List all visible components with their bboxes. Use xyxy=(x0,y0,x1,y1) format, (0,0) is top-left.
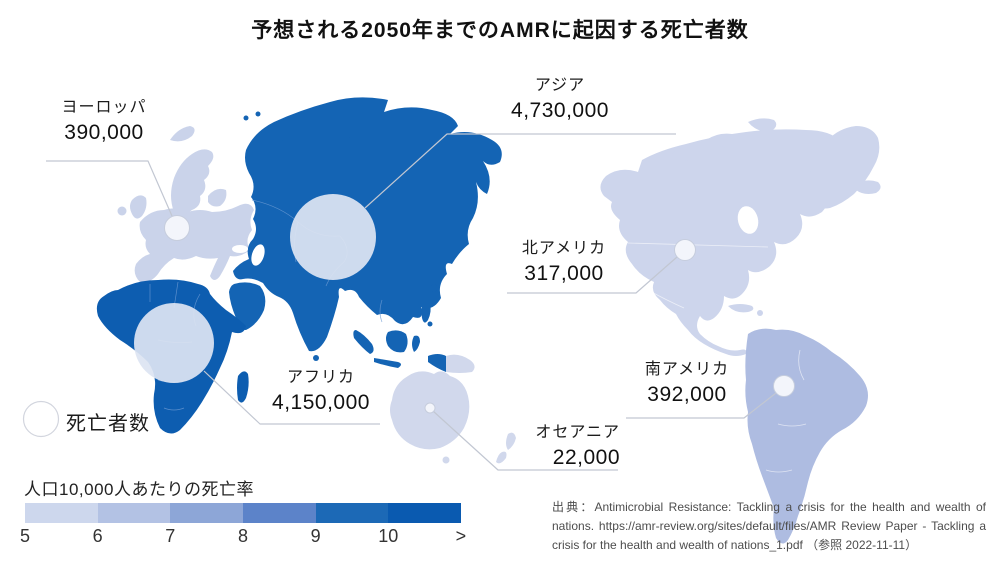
arctic-isle-1 xyxy=(243,115,249,121)
leader-africa xyxy=(203,370,380,425)
callout-africa: アフリカ 4,150,000 xyxy=(260,368,382,416)
death-bubbles xyxy=(134,194,795,414)
bubble-south-america xyxy=(773,375,795,397)
region-label: アフリカ xyxy=(286,369,355,386)
region-europe xyxy=(117,126,254,283)
source-line: crisis for the health and wealth of nati… xyxy=(552,538,918,553)
leader-asia xyxy=(364,133,676,209)
leader-oceania xyxy=(432,410,618,471)
svalbard xyxy=(170,126,195,142)
new-zealand-north xyxy=(506,432,516,450)
bubble-europe xyxy=(164,215,190,241)
region-oceania xyxy=(390,354,516,464)
colorbar-tick: 7 xyxy=(165,526,176,546)
region-value: 317,000 xyxy=(524,261,604,285)
region-label: アジア xyxy=(534,77,586,94)
borneo xyxy=(386,330,408,353)
colorbar-segment xyxy=(243,503,316,523)
region-value: 22,000 xyxy=(552,445,620,469)
region-value: 4,150,000 xyxy=(272,390,370,414)
great-britain xyxy=(130,195,147,219)
arabian-peninsula xyxy=(229,282,266,330)
west-new-guinea xyxy=(428,354,446,372)
novaya-zemlya xyxy=(254,139,284,171)
region-label: ヨーロッパ xyxy=(61,99,147,116)
black-sea xyxy=(232,245,248,253)
ireland xyxy=(117,206,127,216)
leader-south-america xyxy=(626,392,777,419)
region-label: オセアニア xyxy=(535,424,620,441)
colorbar-tick: > xyxy=(455,526,467,546)
colorbar-segment xyxy=(388,503,462,523)
bubble-africa xyxy=(134,303,214,383)
greenland xyxy=(808,126,880,209)
colorbar-tick: 9 xyxy=(310,526,321,546)
sumatra xyxy=(353,330,374,354)
bubble-legend-label: 死亡者数 xyxy=(66,413,150,435)
callout-north-america: 北アメリカ 317,000 xyxy=(503,239,625,287)
callout-asia: アジア 4,730,000 xyxy=(478,76,642,124)
bubble-oceania xyxy=(424,402,436,414)
taiwan xyxy=(431,284,437,292)
colorbar-segment xyxy=(25,503,98,523)
colorbar-segment xyxy=(315,503,389,523)
source-line: 出典：Antimicrobial Resistance: Tackling a … xyxy=(552,500,986,514)
source-line: nations. https://amr-review.org/sites/de… xyxy=(552,519,986,534)
region-value: 390,000 xyxy=(64,120,144,144)
tasmania xyxy=(442,456,450,464)
leader-north-america xyxy=(507,256,678,294)
region-value: 392,000 xyxy=(647,382,727,406)
callout-europe: ヨーロッパ 390,000 xyxy=(43,98,165,146)
colorbar-segment xyxy=(170,503,244,523)
sulawesi xyxy=(412,335,420,352)
java xyxy=(374,358,401,368)
callout-lines xyxy=(46,133,777,471)
arctic-islands xyxy=(668,118,777,161)
region-label: 北アメリカ xyxy=(521,240,607,257)
new-zealand-south xyxy=(496,451,507,464)
arctic-isle-2 xyxy=(255,111,261,117)
cuba xyxy=(728,304,754,313)
hudson-bay xyxy=(737,206,759,234)
colorbar-segment xyxy=(97,503,171,523)
page-title: 予想される2050年までのAMRに起因する死亡者数 xyxy=(251,19,749,42)
colorbar xyxy=(25,503,462,523)
iceland xyxy=(856,180,881,194)
severnaya-zemlya xyxy=(334,124,355,139)
scandinavia xyxy=(171,149,214,215)
japan xyxy=(440,199,458,250)
north-america-mainland xyxy=(600,129,848,356)
hispaniola xyxy=(757,310,763,316)
leader-europe xyxy=(46,160,173,217)
caspian-sea xyxy=(251,244,265,266)
region-value: 4,730,000 xyxy=(511,98,609,122)
source-citation: 出典：Antimicrobial Resistance: Tackling a … xyxy=(552,498,986,556)
callout-oceania: オセアニア 22,000 xyxy=(500,423,620,471)
region-label: 南アメリカ xyxy=(644,361,730,378)
madagascar xyxy=(237,371,249,403)
colorbar-ticks: 5 6 7 8 9 10 > xyxy=(15,526,471,547)
arctic-isle-3 xyxy=(359,127,365,133)
bubble-asia xyxy=(290,194,376,280)
papua-new-guinea xyxy=(446,354,475,373)
region-north-america xyxy=(600,118,881,356)
colorbar-tick: 6 xyxy=(92,526,103,546)
colorbar-tick: 10 xyxy=(378,526,399,546)
bubble-north-america xyxy=(674,239,696,261)
europe-mainland xyxy=(134,203,254,283)
finland xyxy=(208,188,227,207)
mindanao xyxy=(427,321,433,327)
colorbar-tick: 8 xyxy=(237,526,248,546)
colorbar-label: 人口10,000人あたりの死亡率 xyxy=(24,480,254,499)
legend-bubble-icon xyxy=(22,400,60,438)
colorbar-tick: 5 xyxy=(19,526,30,546)
philippines xyxy=(421,298,431,323)
sri-lanka xyxy=(313,355,319,361)
callout-south-america: 南アメリカ 392,000 xyxy=(627,360,747,408)
country-borders-light xyxy=(627,242,807,473)
